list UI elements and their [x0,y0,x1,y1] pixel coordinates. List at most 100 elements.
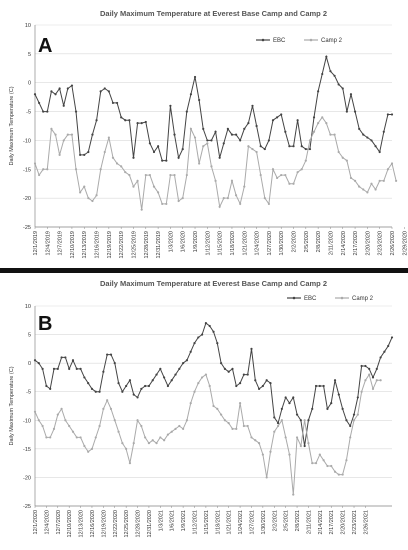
data-point-camp-2 [62,139,65,142]
data-point-ebc [300,145,303,148]
data-point-camp-2 [177,199,180,203]
data-point-camp-2 [267,202,270,206]
data-point-camp-2 [66,133,69,136]
data-point-camp-2 [288,453,291,456]
data-point-ebc [243,127,246,130]
data-point-camp-2 [202,145,205,148]
data-point-camp-2 [115,162,119,165]
data-point-ebc [366,136,369,139]
data-point-camp-2 [125,447,128,450]
x-tick-label: 1/15/2020 [218,231,224,255]
data-point-ebc [317,90,320,93]
data-point-camp-2 [304,159,307,162]
data-point-ebc [239,139,242,142]
data-point-ebc [75,367,78,370]
data-point-camp-2 [250,436,253,439]
x-tick-label: 12/10/2019 [70,231,76,259]
data-point-camp-2 [124,171,127,174]
data-point-camp-2 [210,165,213,168]
data-point-ebc [370,139,373,142]
data-point-camp-2 [46,168,49,171]
data-point-camp-2 [54,133,57,136]
data-point-camp-2 [226,197,229,200]
x-tick-label: 12/25/2019 [131,231,137,259]
data-point-camp-2 [370,182,373,185]
x-tick-label: 12/1/2019 [33,231,39,255]
data-point-ebc [189,350,192,353]
data-point-ebc [360,364,363,368]
data-point-camp-2 [182,427,185,430]
data-point-camp-2 [261,453,264,456]
data-point-ebc [362,133,365,136]
data-point-ebc [68,367,71,370]
x-tick-label: 2/11/2020 [328,231,334,255]
data-point-camp-2 [321,116,324,119]
x-tick-label: 12/31/2019 [156,231,162,259]
data-point-ebc [117,382,120,385]
data-point-ebc [182,362,185,365]
data-point-camp-2 [276,424,280,428]
data-point-ebc [234,133,238,136]
data-point-ebc [263,147,266,151]
data-point-ebc [311,407,314,410]
data-point-ebc [83,153,86,156]
data-point-ebc [166,384,170,388]
data-point-camp-2 [292,182,295,185]
data-point-ebc [375,367,378,370]
data-point-camp-2 [216,407,219,410]
data-point-ebc [98,390,101,393]
data-point-ebc [83,376,86,379]
data-point-camp-2 [161,202,164,206]
x-tick-label: 2/2/2020 [292,231,298,252]
data-point-camp-2 [382,179,385,182]
data-point-camp-2 [378,179,381,182]
data-point-ebc [41,367,44,370]
data-point-ebc [284,396,287,399]
x-tick-label: 2/26/2020 [390,231,396,255]
data-point-ebc [144,120,147,124]
data-point-ebc [206,139,209,142]
data-point-camp-2 [165,202,168,206]
data-point-ebc [109,353,113,356]
data-point-ebc [345,110,348,113]
data-point-camp-2 [333,133,336,136]
legend-entry: EBC [273,38,286,44]
x-tick-label: 12/22/2020 [113,510,119,538]
data-point-ebc [174,373,177,376]
data-point-ebc [106,353,109,356]
data-point-ebc [295,413,299,416]
data-point-camp-2 [296,171,299,174]
data-point-ebc [247,122,250,125]
data-point-ebc [140,122,143,125]
data-point-camp-2 [74,168,78,171]
data-point-camp-2 [326,464,329,468]
y-tick-label: -25 [23,504,31,510]
data-point-ebc [219,362,223,365]
x-tick-label: 12/25/2020 [124,510,130,538]
data-point-camp-2 [58,153,61,156]
data-point-ebc [136,122,139,125]
data-point-camp-2 [41,424,44,428]
data-point-camp-2 [360,390,363,393]
data-point-ebc [218,156,221,159]
data-point-camp-2 [368,373,371,376]
data-point-ebc [56,367,59,370]
data-point-ebc [103,87,106,90]
data-point-ebc [132,156,135,159]
data-point-camp-2 [251,147,254,151]
data-point-ebc [148,142,151,145]
data-point-ebc [193,342,196,345]
data-point-camp-2 [60,407,63,410]
data-point-camp-2 [111,156,115,159]
x-tick-label: 2/14/2020 [341,231,347,255]
data-point-ebc [349,93,353,96]
data-point-ebc [371,376,375,379]
data-point-ebc [95,119,98,122]
data-point-camp-2 [254,439,257,442]
data-point-camp-2 [352,419,356,422]
y-tick-label: 10 [25,304,31,310]
data-point-ebc [242,373,245,376]
x-tick-label: 1/9/2020 [193,231,199,252]
data-point-ebc [255,124,258,128]
data-point-camp-2 [223,419,226,422]
